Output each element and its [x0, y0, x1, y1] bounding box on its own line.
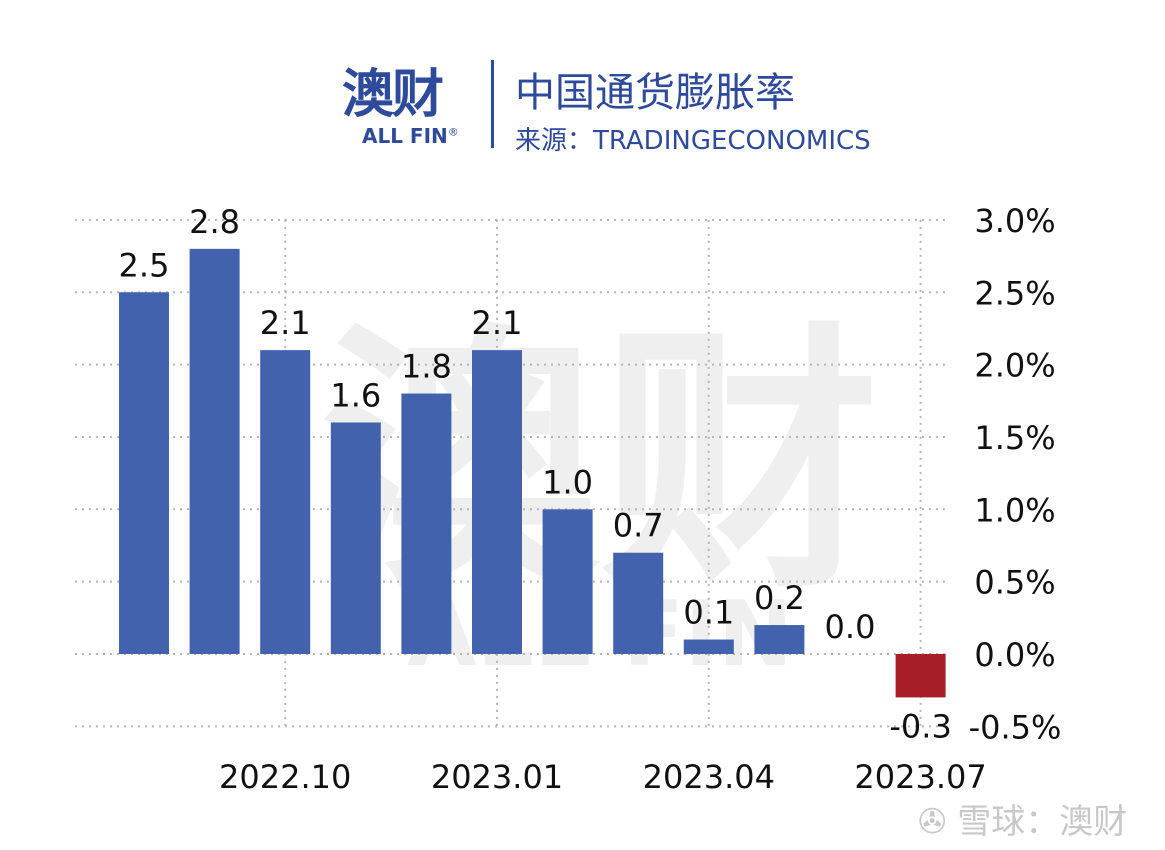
chart-title: 中国通货膨胀率 [515, 70, 795, 116]
bar [260, 350, 311, 654]
bar [189, 248, 240, 654]
y-tick-label: 2.5% [974, 274, 1055, 312]
data-label: 1.6 [330, 376, 381, 414]
chart-source: 来源：TRADINGECONOMICS [515, 126, 871, 156]
x-tick-label: 2023.04 [643, 758, 775, 796]
y-tick-label: 0.0% [974, 636, 1055, 674]
data-label: 2.8 [189, 203, 240, 241]
data-label: 0.2 [754, 579, 805, 617]
data-label: 1.0 [542, 463, 593, 501]
watermark-en: ALL FIN [407, 582, 793, 687]
bar [119, 292, 169, 654]
y-tick-label: 1.0% [974, 491, 1055, 529]
data-label: 0.0 [825, 608, 876, 646]
data-label: 2.1 [472, 304, 523, 342]
data-label: 0.1 [683, 594, 734, 632]
y-tick-label: 3.0% [974, 202, 1055, 240]
data-label: -0.3 [889, 707, 951, 745]
data-label: 2.5 [119, 246, 170, 284]
bar [401, 393, 452, 654]
x-tick-label: 2023.07 [854, 758, 986, 796]
header-divider [491, 60, 494, 148]
logo: 澳财 [342, 65, 444, 125]
y-tick-label: 2.0% [974, 347, 1055, 385]
logo-en-text: ALL FIN [362, 124, 448, 148]
registered-mark: ® [447, 125, 459, 139]
y-tick-label: -0.5% [969, 708, 1062, 746]
data-label: 1.8 [401, 348, 452, 386]
watermark-bottom-text: 雪球：澳财 [957, 802, 1128, 842]
watermark-bottom: ✇ 雪球：澳财 [918, 802, 1128, 842]
y-tick-label: 1.5% [974, 419, 1055, 457]
x-tick-label: 2023.01 [431, 758, 563, 796]
bar [754, 625, 805, 654]
bar [472, 350, 522, 654]
bar [683, 639, 734, 654]
y-tick-label: 0.5% [974, 564, 1055, 602]
logo-en: ALL FIN® [362, 124, 459, 148]
bar [895, 654, 946, 698]
bar [613, 552, 664, 654]
data-label: 0.7 [613, 507, 664, 545]
bar [330, 422, 381, 654]
bar [542, 509, 593, 654]
x-tick-label: 2022.10 [219, 758, 351, 796]
data-label: 2.1 [260, 304, 311, 342]
